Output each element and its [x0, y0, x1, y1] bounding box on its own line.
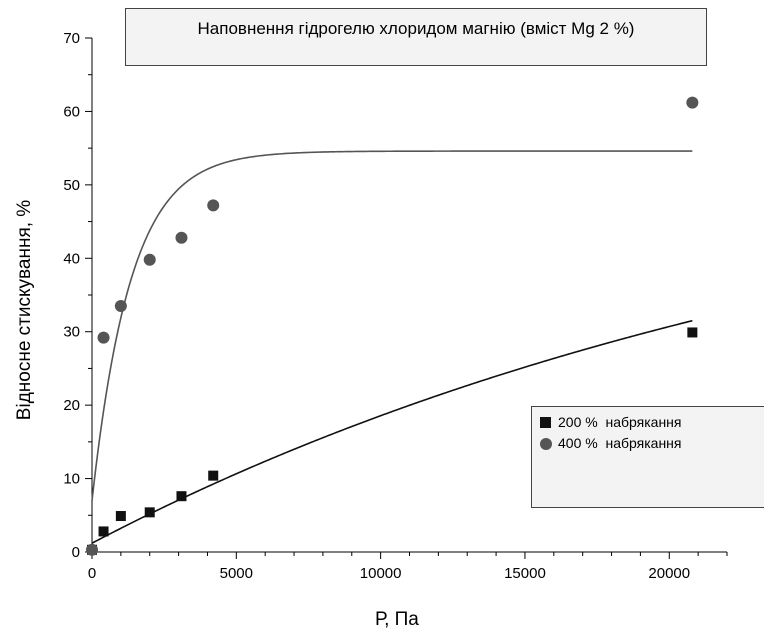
y-tick-label: 10 — [63, 471, 80, 488]
y-tick-label: 70 — [63, 30, 80, 47]
square-marker-icon — [540, 417, 551, 428]
legend: 200 % набрякання 400 % набрякання — [531, 406, 764, 508]
y-tick-label: 50 — [63, 177, 80, 194]
legend-item-200: 200 % набрякання — [532, 413, 681, 433]
y-tick-label: 40 — [63, 250, 80, 267]
x-tick-label: 10000 — [360, 565, 402, 582]
legend-item-400: 400 % набрякання — [532, 434, 681, 454]
chart-title: Наповнення гідрогелю хлоридом магнію (вм… — [197, 19, 635, 38]
fit-curve-series-1 — [91, 319, 693, 544]
data-point-series-2 — [86, 543, 98, 556]
legend-label-400: 400 % набрякання — [558, 435, 682, 451]
x-axis-title: Р, Па — [375, 609, 419, 630]
y-tick-label: 20 — [63, 397, 80, 414]
data-point-series-2 — [114, 300, 127, 313]
data-point-series-1 — [115, 511, 126, 522]
data-point-series-2 — [143, 253, 156, 266]
data-point-series-2 — [686, 96, 699, 109]
legend-label-200: 200 % набрякання — [558, 414, 682, 430]
y-axis-title: Відносне стискування, % — [14, 199, 35, 421]
data-point-series-1 — [144, 507, 155, 518]
circle-marker-icon — [540, 438, 552, 450]
x-tick-label: 5000 — [220, 565, 253, 582]
data-point-series-1 — [98, 526, 109, 537]
data-point-series-2 — [97, 331, 110, 344]
y-tick-label: 60 — [63, 103, 80, 120]
x-tick-label: 20000 — [648, 565, 690, 582]
data-point-series-1 — [208, 470, 219, 481]
x-tick-label: 15000 — [504, 565, 546, 582]
data-point-series-2 — [207, 199, 220, 212]
data-point-series-2 — [175, 231, 188, 244]
y-tick-label: 30 — [63, 324, 80, 341]
x-tick-label: 0 — [88, 565, 96, 582]
y-tick-label: 0 — [72, 544, 80, 561]
fit-curve-series-2 — [91, 150, 693, 501]
data-point-series-1 — [176, 491, 187, 502]
data-point-series-1 — [687, 327, 698, 338]
chart-title-box: Наповнення гідрогелю хлоридом магнію (вм… — [125, 8, 707, 66]
